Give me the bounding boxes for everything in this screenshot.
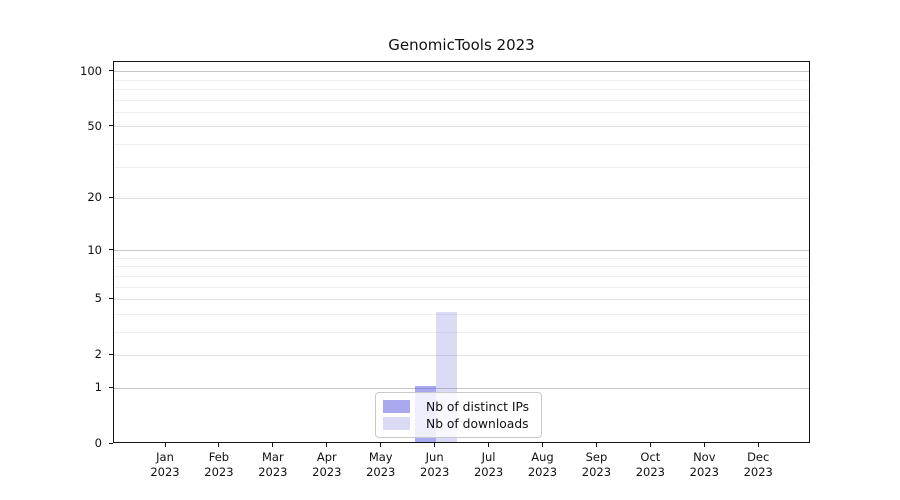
gridline-100 — [114, 71, 809, 73]
x-tick-label: May 2023 — [366, 450, 396, 479]
gridline-9 — [114, 257, 809, 259]
gridline-70 — [114, 99, 809, 101]
x-tick-mark — [272, 443, 274, 447]
x-tick-mark — [218, 443, 220, 447]
x-tick-label: Apr 2023 — [312, 450, 342, 479]
x-tick-mark — [380, 443, 382, 447]
chart-title: GenomicTools 2023 — [388, 36, 535, 54]
legend-item: Nb of downloads — [383, 417, 534, 431]
gridline-7 — [114, 275, 809, 277]
x-tick-label: Nov 2023 — [689, 450, 719, 479]
y-tick-label: 50 — [87, 118, 102, 133]
legend-item: Nb of distinct IPs — [383, 400, 534, 414]
gridline-10 — [114, 250, 809, 252]
x-tick-label: Aug 2023 — [527, 450, 558, 479]
gridline-8 — [114, 266, 809, 268]
legend-label: Nb of downloads — [426, 416, 529, 431]
legend-swatch-icon — [383, 417, 410, 430]
legend-label: Nb of distinct IPs — [426, 399, 530, 414]
legend-swatch-icon — [383, 400, 410, 413]
gridline-30 — [114, 166, 809, 168]
gridline-4 — [114, 313, 809, 315]
x-tick-label: Feb 2023 — [204, 450, 234, 479]
x-tick-label: Jun 2023 — [420, 450, 450, 479]
x-tick-label: Jul 2023 — [473, 450, 504, 479]
gridline-1 — [114, 387, 809, 389]
y-tick-label: 5 — [94, 291, 102, 306]
x-tick-mark — [488, 443, 490, 447]
gridline-5 — [114, 298, 809, 300]
gridline-80 — [114, 89, 809, 91]
y-tick-label: 100 — [80, 63, 102, 78]
bars — [114, 62, 809, 442]
y-tick-label: 20 — [87, 190, 102, 205]
plot-area — [113, 61, 810, 443]
gridline-50 — [114, 126, 809, 128]
x-tick-mark — [326, 443, 328, 447]
gridlines — [114, 62, 809, 442]
x-tick-label: Jan 2023 — [150, 450, 180, 479]
y-tick-label: 2 — [94, 347, 102, 362]
x-tick-mark — [434, 443, 436, 447]
x-tick-mark — [542, 443, 543, 447]
gridline-40 — [114, 143, 809, 145]
gridline-60 — [114, 111, 809, 113]
x-tick-mark — [595, 443, 597, 447]
gridline-20 — [114, 197, 809, 199]
gridline-2 — [114, 354, 809, 356]
gridline-6 — [114, 286, 809, 288]
x-tick-mark — [164, 443, 166, 447]
gridline-90 — [114, 79, 809, 81]
x-tick-label: Dec 2023 — [743, 450, 773, 479]
x-tick-label: Mar 2023 — [258, 450, 288, 479]
legend: Nb of distinct IPs Nb of downloads — [375, 392, 542, 438]
x-tick-mark — [757, 443, 759, 447]
y-tick-label: 0 — [94, 436, 102, 450]
y-tick-label: 10 — [87, 242, 102, 257]
gridline-3 — [114, 331, 809, 333]
y-tick-label: 1 — [94, 380, 102, 395]
x-tick-mark — [703, 443, 705, 447]
x-tick-label: Sep 2023 — [581, 450, 612, 479]
x-tick-mark — [649, 443, 651, 447]
x-tick-label: Oct 2023 — [635, 450, 665, 479]
